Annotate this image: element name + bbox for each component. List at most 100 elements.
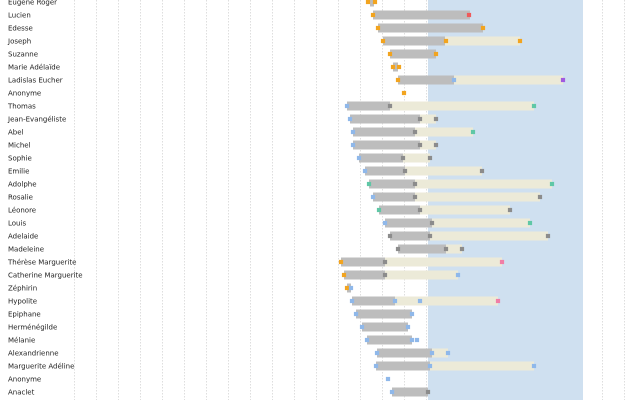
span-bar	[385, 257, 502, 267]
event-marker	[549, 181, 555, 187]
life-bar	[378, 23, 483, 33]
life-bar	[370, 0, 374, 7]
row-label: Alexandrienne	[8, 350, 59, 358]
event-marker	[389, 389, 395, 395]
row-labels: Eugène Roger Lucien Edesse Joseph Suzanne Mar…	[7, 0, 83, 397]
event-marker	[429, 220, 435, 226]
life-bar	[352, 296, 395, 306]
life-bar	[341, 257, 385, 267]
row-label: Adolphe	[8, 181, 37, 189]
span-bar	[454, 75, 563, 85]
event-marker	[417, 298, 423, 304]
event-marker	[495, 298, 501, 304]
event-marker	[370, 194, 376, 200]
event-marker	[349, 298, 355, 304]
life-bar	[373, 10, 470, 20]
row-label: Rosalie	[8, 194, 33, 202]
row-label: Zéphirin	[8, 285, 37, 293]
span-bar	[432, 348, 448, 358]
row-label: Suzanne	[8, 51, 38, 59]
span-bar	[415, 192, 540, 202]
row-label: Eugène Roger	[8, 0, 57, 7]
event-marker	[425, 389, 431, 395]
event-marker	[382, 272, 388, 278]
event-marker	[412, 181, 418, 187]
span-bar	[446, 244, 462, 254]
event-marker	[443, 38, 449, 44]
event-marker	[400, 155, 406, 161]
row-label: Herménégilde	[8, 324, 57, 332]
row-label: Adelaide	[8, 233, 38, 241]
row-label: Thérèse Marguerite	[7, 259, 76, 267]
event-marker	[451, 77, 457, 83]
life-bar	[353, 127, 415, 137]
row-label: Hypolite	[8, 298, 37, 306]
event-marker	[347, 116, 353, 122]
life-bar	[350, 114, 420, 124]
event-marker	[480, 25, 486, 31]
row-label: Emilie	[8, 168, 29, 176]
row-label: Marguerite Adéline	[8, 363, 74, 371]
event-marker	[517, 38, 523, 44]
event-marker	[531, 363, 537, 369]
event-marker	[537, 194, 543, 200]
life-bar	[377, 348, 432, 358]
event-marker	[374, 350, 380, 356]
row-label: Lucien	[8, 12, 31, 20]
row-label: Edesse	[8, 25, 33, 33]
event-marker	[545, 233, 551, 239]
event-marker	[382, 259, 388, 265]
row-label: Louis	[8, 220, 26, 228]
row-label: Michel	[8, 142, 31, 150]
event-marker	[372, 0, 378, 5]
life-bar	[383, 36, 445, 46]
life-bar	[362, 322, 408, 332]
event-marker	[375, 25, 381, 31]
event-marker	[417, 116, 423, 122]
event-marker	[560, 77, 566, 83]
bars-layer	[341, 0, 563, 397]
event-marker	[499, 259, 505, 265]
span-bar	[385, 270, 458, 280]
row-label: Madeleine	[8, 246, 44, 254]
event-marker	[395, 77, 401, 83]
event-marker	[527, 220, 533, 226]
event-marker	[365, 0, 371, 5]
row-label: Ladislas Eucher	[8, 77, 63, 85]
event-marker	[353, 311, 359, 317]
life-bar	[398, 244, 446, 254]
event-marker	[366, 181, 372, 187]
event-marker	[455, 272, 461, 278]
life-bar	[365, 166, 405, 176]
span-bar	[403, 153, 430, 163]
event-marker	[387, 103, 393, 109]
row-label: Mélanie	[8, 337, 35, 345]
event-marker	[417, 207, 423, 213]
span-bar	[432, 218, 530, 228]
event-marker	[409, 311, 415, 317]
event-marker	[427, 233, 433, 239]
life-bar	[356, 309, 412, 319]
row-label: Abel	[8, 129, 24, 137]
event-marker	[348, 285, 354, 291]
event-marker	[356, 155, 362, 161]
event-marker	[396, 64, 402, 70]
span-bar	[430, 361, 534, 371]
event-marker	[479, 168, 485, 174]
life-bar	[344, 270, 385, 280]
life-bar	[347, 101, 390, 111]
event-marker	[385, 376, 391, 382]
life-bar	[393, 62, 398, 72]
row-label: Marie Adélaïde	[8, 64, 60, 72]
event-marker	[414, 337, 420, 343]
event-marker	[392, 298, 398, 304]
life-bar	[390, 231, 430, 241]
event-marker	[531, 103, 537, 109]
event-marker	[364, 337, 370, 343]
span-bar	[405, 166, 482, 176]
event-marker	[412, 129, 418, 135]
event-marker	[433, 51, 439, 57]
event-marker	[401, 90, 407, 96]
event-marker	[395, 246, 401, 252]
